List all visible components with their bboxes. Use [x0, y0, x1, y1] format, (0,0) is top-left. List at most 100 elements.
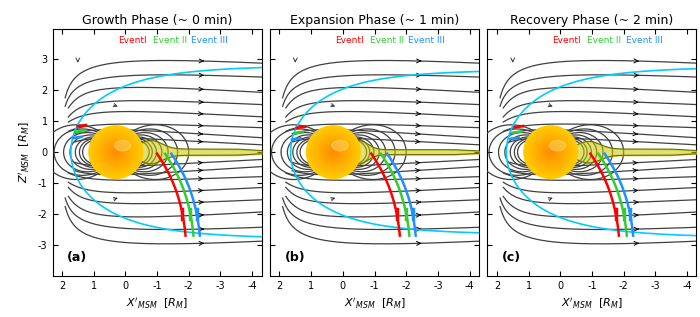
Ellipse shape: [332, 151, 334, 153]
Ellipse shape: [311, 130, 356, 174]
Ellipse shape: [99, 136, 133, 169]
Ellipse shape: [542, 143, 560, 161]
Ellipse shape: [96, 133, 136, 171]
Ellipse shape: [114, 150, 118, 154]
Ellipse shape: [532, 134, 570, 171]
Ellipse shape: [524, 126, 578, 178]
Ellipse shape: [110, 146, 122, 158]
Ellipse shape: [314, 133, 353, 171]
Ellipse shape: [548, 150, 554, 155]
Ellipse shape: [102, 138, 130, 166]
Ellipse shape: [112, 149, 120, 156]
Ellipse shape: [102, 139, 130, 165]
Ellipse shape: [539, 141, 562, 164]
Text: EventI: EventI: [118, 36, 146, 45]
Ellipse shape: [541, 143, 561, 162]
Ellipse shape: [92, 129, 139, 175]
Ellipse shape: [113, 150, 118, 155]
Ellipse shape: [525, 127, 577, 178]
Title: Expansion Phase (~ 1 min): Expansion Phase (~ 1 min): [290, 14, 459, 27]
Ellipse shape: [321, 141, 345, 164]
Ellipse shape: [111, 148, 120, 157]
Text: EventI: EventI: [335, 36, 364, 45]
Ellipse shape: [526, 128, 575, 176]
Title: Growth Phase (~ 0 min): Growth Phase (~ 0 min): [82, 14, 232, 27]
Ellipse shape: [309, 128, 358, 176]
Ellipse shape: [115, 140, 131, 151]
Ellipse shape: [540, 142, 561, 163]
X-axis label: $X'_{MSM}$  [$R_M$]: $X'_{MSM}$ [$R_M$]: [126, 296, 188, 311]
Text: Event III: Event III: [191, 36, 228, 45]
Text: (b): (b): [285, 251, 305, 264]
Ellipse shape: [323, 142, 344, 163]
Ellipse shape: [330, 150, 336, 155]
Ellipse shape: [327, 146, 340, 158]
Text: (a): (a): [67, 251, 88, 264]
Ellipse shape: [526, 128, 576, 177]
X-axis label: $X'_{MSM}$  [$R_M$]: $X'_{MSM}$ [$R_M$]: [344, 296, 405, 311]
Ellipse shape: [319, 138, 348, 166]
Ellipse shape: [98, 135, 134, 170]
Ellipse shape: [316, 135, 351, 170]
Ellipse shape: [332, 140, 348, 151]
Ellipse shape: [99, 136, 132, 168]
Ellipse shape: [115, 151, 117, 153]
Ellipse shape: [531, 133, 570, 171]
Ellipse shape: [530, 132, 571, 172]
Ellipse shape: [92, 128, 140, 176]
Ellipse shape: [308, 128, 358, 177]
X-axis label: $X'_{MSM}$  [$R_M$]: $X'_{MSM}$ [$R_M$]: [561, 296, 623, 311]
Ellipse shape: [533, 136, 568, 169]
Ellipse shape: [547, 149, 554, 156]
Text: Event II: Event II: [370, 36, 404, 45]
Ellipse shape: [312, 131, 355, 173]
Ellipse shape: [542, 144, 559, 160]
Ellipse shape: [326, 145, 340, 159]
Ellipse shape: [307, 126, 360, 178]
Text: EventI: EventI: [552, 36, 581, 45]
Ellipse shape: [330, 149, 337, 156]
Ellipse shape: [538, 139, 564, 165]
Ellipse shape: [550, 140, 566, 151]
Ellipse shape: [108, 144, 124, 160]
Y-axis label: $Z'_{MSM}$  [$R_M$]: $Z'_{MSM}$ [$R_M$]: [18, 121, 32, 183]
Ellipse shape: [326, 144, 342, 160]
Ellipse shape: [535, 136, 567, 168]
Ellipse shape: [320, 139, 346, 165]
Ellipse shape: [313, 132, 354, 172]
Ellipse shape: [307, 127, 359, 178]
Ellipse shape: [317, 136, 349, 168]
Ellipse shape: [104, 141, 127, 164]
Ellipse shape: [536, 137, 566, 167]
Ellipse shape: [329, 148, 338, 157]
Ellipse shape: [323, 143, 343, 162]
Ellipse shape: [101, 137, 131, 167]
Ellipse shape: [314, 134, 352, 171]
Ellipse shape: [527, 129, 574, 175]
Ellipse shape: [321, 140, 346, 165]
Ellipse shape: [528, 130, 573, 174]
Ellipse shape: [545, 147, 557, 158]
Ellipse shape: [95, 132, 136, 172]
Ellipse shape: [89, 126, 143, 178]
Ellipse shape: [90, 127, 142, 178]
Ellipse shape: [104, 140, 128, 165]
Ellipse shape: [324, 143, 342, 161]
Text: Event III: Event III: [626, 36, 663, 45]
Ellipse shape: [533, 135, 568, 170]
Ellipse shape: [106, 143, 126, 162]
Text: Event II: Event II: [587, 36, 622, 45]
Ellipse shape: [93, 130, 139, 174]
Ellipse shape: [310, 129, 357, 175]
Ellipse shape: [108, 145, 123, 159]
Ellipse shape: [545, 146, 557, 158]
Ellipse shape: [91, 128, 141, 177]
Ellipse shape: [529, 131, 573, 173]
Ellipse shape: [544, 145, 558, 159]
Ellipse shape: [97, 134, 134, 171]
Ellipse shape: [105, 142, 127, 163]
Ellipse shape: [332, 150, 335, 154]
Ellipse shape: [538, 140, 564, 165]
Ellipse shape: [546, 148, 555, 157]
Title: Recovery Phase (~ 2 min): Recovery Phase (~ 2 min): [510, 14, 673, 27]
